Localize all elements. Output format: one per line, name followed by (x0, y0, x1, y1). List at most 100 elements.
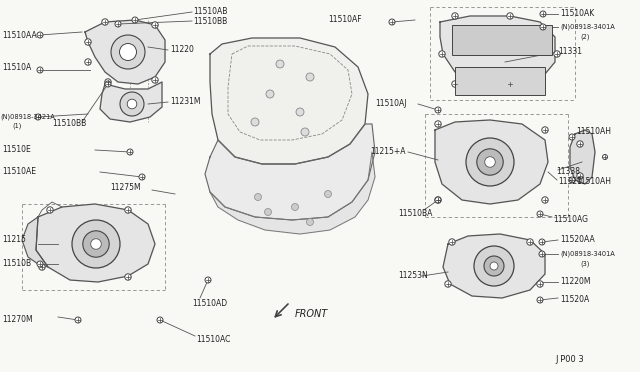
Text: 11510AF: 11510AF (328, 16, 362, 25)
Circle shape (577, 173, 583, 179)
Circle shape (439, 51, 445, 57)
Circle shape (507, 81, 513, 87)
Circle shape (452, 81, 458, 87)
Text: (N)08918-3401A: (N)08918-3401A (560, 24, 615, 30)
Circle shape (37, 67, 43, 73)
Circle shape (47, 207, 53, 213)
Circle shape (39, 264, 45, 270)
Circle shape (157, 317, 163, 323)
Circle shape (507, 13, 513, 19)
Circle shape (577, 141, 583, 147)
Text: (N)08918-3401A: (N)08918-3401A (560, 251, 615, 257)
Polygon shape (22, 217, 48, 267)
Circle shape (266, 90, 274, 98)
Text: J P00 3: J P00 3 (555, 356, 584, 365)
Polygon shape (210, 38, 368, 164)
Text: 11215+A: 11215+A (370, 148, 406, 157)
Circle shape (84, 39, 92, 45)
Text: 11320: 11320 (558, 177, 582, 186)
Circle shape (490, 262, 498, 270)
Circle shape (540, 11, 546, 17)
Text: 11510AD: 11510AD (192, 299, 227, 308)
Text: 11510AK: 11510AK (560, 10, 595, 19)
Circle shape (449, 239, 455, 245)
Circle shape (75, 317, 81, 323)
Text: 11510AE: 11510AE (2, 167, 36, 176)
Text: (1): (1) (12, 123, 21, 129)
Polygon shape (210, 152, 375, 234)
Circle shape (539, 251, 545, 257)
Text: 11510BB: 11510BB (52, 119, 86, 128)
Circle shape (105, 79, 111, 85)
Circle shape (125, 207, 131, 213)
Text: 11253N: 11253N (398, 272, 428, 280)
Circle shape (105, 81, 111, 87)
Text: 11510B: 11510B (2, 260, 31, 269)
Circle shape (111, 35, 145, 69)
Circle shape (35, 114, 41, 120)
Circle shape (445, 281, 451, 287)
Circle shape (466, 138, 514, 186)
Text: (N)08918-3421A: (N)08918-3421A (0, 114, 55, 120)
Text: 11510AC: 11510AC (196, 336, 230, 344)
Polygon shape (85, 20, 165, 84)
Text: 11510AH: 11510AH (576, 128, 611, 137)
Text: 11275M: 11275M (110, 183, 141, 192)
Circle shape (83, 231, 109, 257)
Text: 11331: 11331 (558, 48, 582, 57)
Circle shape (537, 297, 543, 303)
FancyBboxPatch shape (455, 67, 545, 95)
Polygon shape (443, 234, 545, 298)
Circle shape (527, 239, 533, 245)
Circle shape (306, 73, 314, 81)
Circle shape (542, 127, 548, 133)
Circle shape (127, 149, 133, 155)
Circle shape (264, 208, 271, 215)
Text: 11520AA: 11520AA (560, 235, 595, 244)
Circle shape (120, 92, 144, 116)
Text: 11510AA: 11510AA (2, 31, 36, 39)
Circle shape (152, 22, 158, 28)
Circle shape (205, 277, 211, 283)
Circle shape (115, 21, 121, 27)
Circle shape (120, 44, 136, 61)
Circle shape (152, 77, 158, 83)
Circle shape (132, 17, 138, 23)
Text: (3): (3) (580, 261, 589, 267)
Circle shape (542, 197, 548, 203)
Circle shape (539, 239, 545, 245)
Text: 11520A: 11520A (560, 295, 589, 305)
Text: 11338: 11338 (556, 167, 580, 176)
Text: 11510AB: 11510AB (193, 7, 227, 16)
Text: 11231M: 11231M (170, 97, 200, 106)
Text: 11215: 11215 (2, 235, 26, 244)
Circle shape (435, 197, 441, 203)
Circle shape (389, 19, 395, 25)
Circle shape (484, 256, 504, 276)
Circle shape (72, 220, 120, 268)
Circle shape (255, 193, 262, 201)
Text: 11510AJ: 11510AJ (375, 99, 406, 109)
Polygon shape (440, 16, 555, 86)
Text: FRONT: FRONT (295, 309, 328, 319)
Circle shape (540, 24, 546, 30)
Circle shape (554, 51, 560, 57)
Circle shape (324, 190, 332, 198)
Circle shape (125, 274, 131, 280)
Circle shape (251, 118, 259, 126)
Circle shape (474, 246, 514, 286)
FancyBboxPatch shape (452, 25, 552, 55)
Circle shape (37, 261, 43, 267)
Text: 11270M: 11270M (2, 315, 33, 324)
Circle shape (435, 107, 441, 113)
Circle shape (435, 197, 441, 203)
Circle shape (84, 59, 92, 65)
Text: 11510E: 11510E (2, 145, 31, 154)
Circle shape (602, 154, 607, 160)
Polygon shape (100, 82, 162, 122)
Text: 11510AH: 11510AH (576, 177, 611, 186)
Circle shape (484, 157, 495, 167)
Circle shape (569, 177, 575, 183)
Polygon shape (205, 124, 375, 220)
Circle shape (537, 211, 543, 217)
